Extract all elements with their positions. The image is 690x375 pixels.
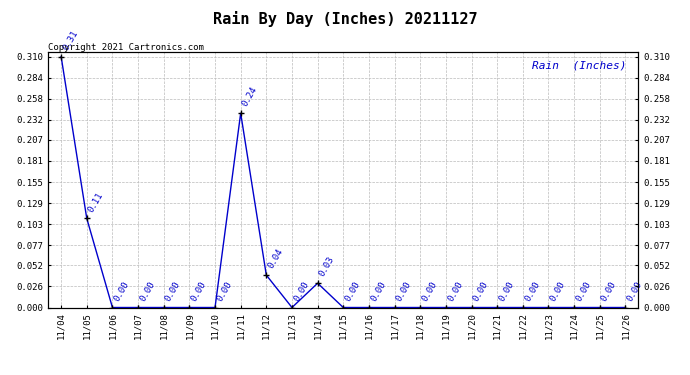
Text: 0.00: 0.00 xyxy=(164,279,182,303)
Text: 0.00: 0.00 xyxy=(446,279,464,303)
Text: 0.03: 0.03 xyxy=(317,255,336,278)
Text: 0.00: 0.00 xyxy=(138,279,157,303)
Text: 0.24: 0.24 xyxy=(241,85,259,108)
Text: 0.00: 0.00 xyxy=(574,279,593,303)
Text: 0.00: 0.00 xyxy=(497,279,515,303)
Text: 0.00: 0.00 xyxy=(625,279,644,303)
Text: 0.00: 0.00 xyxy=(112,279,131,303)
Text: 0.00: 0.00 xyxy=(344,279,362,303)
Text: 0.00: 0.00 xyxy=(395,279,413,303)
Text: 0.00: 0.00 xyxy=(523,279,542,303)
Text: 0.11: 0.11 xyxy=(87,190,106,214)
Text: 0.00: 0.00 xyxy=(215,279,234,303)
Text: Rain  (Inches): Rain (Inches) xyxy=(532,60,627,70)
Text: 0.00: 0.00 xyxy=(369,279,388,303)
Text: 0.00: 0.00 xyxy=(420,279,439,303)
Text: 0.00: 0.00 xyxy=(549,279,567,303)
Text: Rain By Day (Inches) 20211127: Rain By Day (Inches) 20211127 xyxy=(213,11,477,27)
Text: 0.31: 0.31 xyxy=(61,28,79,52)
Text: 0.00: 0.00 xyxy=(600,279,618,303)
Text: 0.00: 0.00 xyxy=(292,279,310,303)
Text: 0.00: 0.00 xyxy=(189,279,208,303)
Text: 0.00: 0.00 xyxy=(471,279,490,303)
Text: 0.04: 0.04 xyxy=(266,247,285,270)
Text: Copyright 2021 Cartronics.com: Copyright 2021 Cartronics.com xyxy=(48,44,204,52)
